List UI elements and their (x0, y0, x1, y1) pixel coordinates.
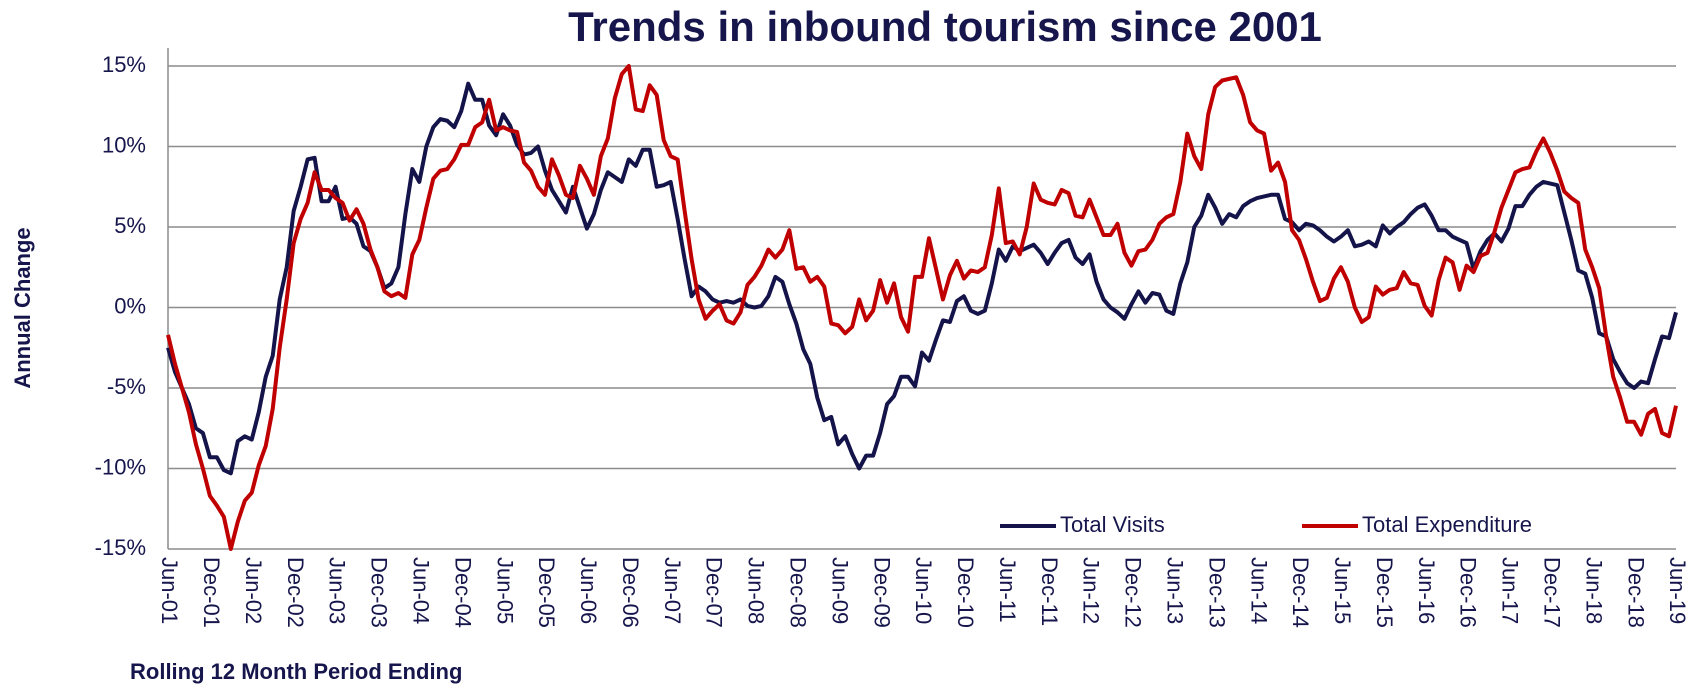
x-tick-label: Dec-16 (1456, 557, 1481, 628)
y-tick-label: -5% (107, 374, 146, 399)
y-axis-label: Annual Change (10, 227, 35, 388)
x-axis-label: Rolling 12 Month Period Ending (130, 659, 462, 684)
x-tick-label: Jun-04 (409, 557, 434, 624)
x-tick-label: Dec-11 (1037, 557, 1062, 626)
x-tick-label: Dec-07 (702, 557, 727, 628)
x-tick-label: Dec-10 (953, 557, 978, 628)
data-line (166, 81, 1678, 476)
x-tick-label: Dec-15 (1372, 557, 1397, 628)
x-tick-label: Jun-10 (911, 557, 936, 624)
x-tick-label: Dec-08 (786, 557, 811, 628)
x-tick-label: Jun-15 (1330, 557, 1355, 624)
x-tick-label: Jun-17 (1498, 557, 1523, 624)
x-tick-label: Dec-17 (1540, 557, 1565, 628)
legend-label: Total Expenditure (1362, 512, 1532, 537)
x-tick-label: Jun-09 (827, 557, 852, 624)
x-tick-label: Jun-07 (660, 557, 685, 624)
x-tick-label: Jun-12 (1079, 557, 1104, 624)
x-tick-label: Jun-08 (744, 557, 769, 624)
y-tick-label: 15% (102, 52, 146, 77)
x-tick-label: Jun-03 (325, 557, 350, 624)
x-tick-label: Jun-18 (1581, 557, 1606, 624)
x-tick-label: Jun-13 (1163, 557, 1188, 624)
y-tick-label: -10% (95, 454, 146, 479)
data-line (166, 64, 1678, 551)
x-tick-label: Jun-16 (1414, 557, 1439, 624)
x-tick-label: Dec-01 (199, 557, 224, 628)
y-tick-label: -15% (95, 535, 146, 560)
x-tick-label: Dec-06 (618, 557, 643, 628)
x-tick-label: Dec-03 (367, 557, 392, 628)
x-tick-label: Dec-05 (534, 557, 559, 628)
x-tick-label: Jun-14 (1246, 557, 1271, 624)
x-tick-label: Jun-01 (157, 557, 182, 624)
y-tick-label: 0% (114, 293, 146, 318)
x-tick-label: Dec-02 (283, 557, 308, 628)
x-tick-label: Dec-04 (450, 557, 475, 628)
x-tick-label: Jun-19 (1665, 557, 1690, 624)
x-tick-label: Jun-05 (492, 557, 517, 624)
y-tick-label: 5% (114, 213, 146, 238)
x-tick-label: Dec-12 (1121, 557, 1146, 628)
x-tick-label: Dec-18 (1623, 557, 1648, 628)
x-tick-label: Dec-09 (869, 557, 894, 628)
y-tick-label: 10% (102, 132, 146, 157)
legend-label: Total Visits (1060, 512, 1165, 537)
x-tick-label: Dec-13 (1204, 557, 1229, 628)
x-tick-label: Jun-06 (576, 557, 601, 624)
x-tick-label: Jun-02 (241, 557, 266, 624)
chart-title: Trends in inbound tourism since 2001 (568, 3, 1322, 50)
x-tick-label: Dec-14 (1288, 557, 1313, 628)
x-tick-label: Jun-11 (995, 557, 1020, 623)
